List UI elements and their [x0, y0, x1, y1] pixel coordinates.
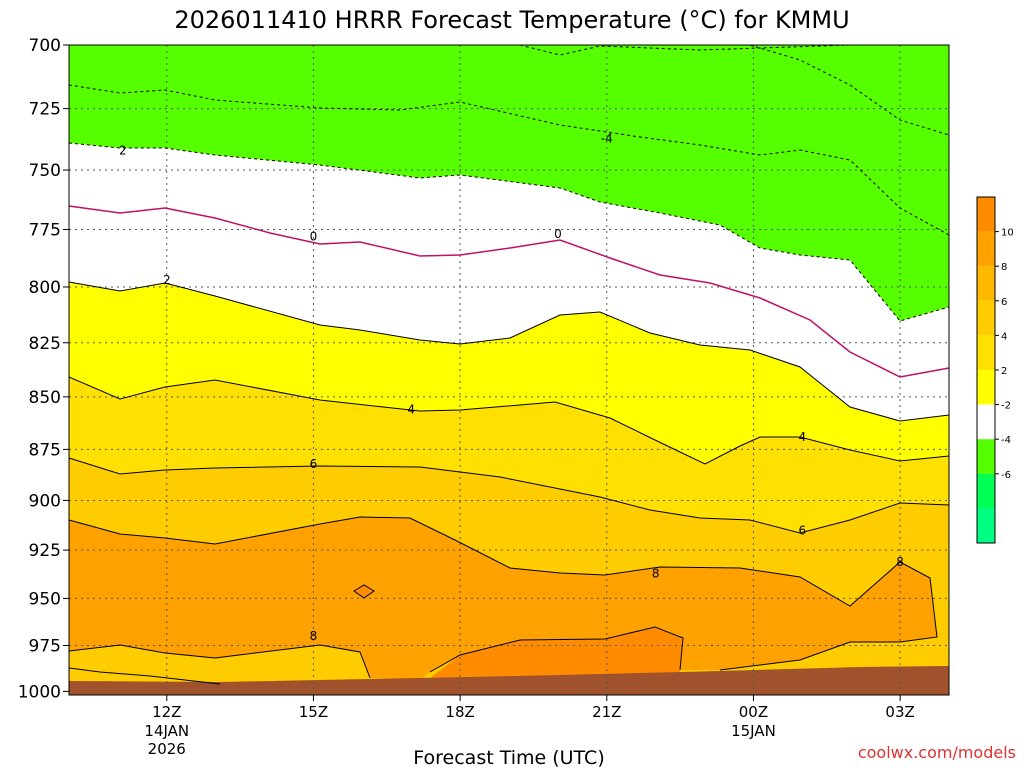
y-tick-label: 1000: [18, 682, 61, 702]
colorbar-segment: [977, 439, 995, 474]
colorbar-tick-label: -6: [1001, 470, 1011, 481]
x-tick-label: 12Z: [152, 703, 181, 721]
ground-surface: [69, 666, 949, 695]
colorbar-segment: [977, 231, 995, 267]
y-tick-label: 850: [29, 388, 61, 408]
contour-labels: 2 -4 0 0 2 4 4 6 6 8 8 8: [119, 131, 904, 643]
colorbar-tick-label: -4: [1001, 435, 1011, 446]
colorbar-tick-label: 10: [1001, 228, 1014, 239]
colorbar-segment: [977, 300, 995, 336]
band-8-to-10: [69, 517, 937, 680]
band-minus4-to-minus2: [69, 45, 949, 235]
colorbar-segment: [977, 508, 995, 543]
x-tick-label: 15Z: [299, 703, 328, 721]
y-tick-label: 925: [29, 541, 61, 561]
colorbar-tick-label: 2: [1001, 366, 1007, 377]
band-4-to-6: [69, 377, 949, 533]
band-0-to-2: [69, 143, 949, 421]
colorbar-tick-label: 6: [1001, 297, 1007, 308]
grid-lines: [69, 45, 949, 695]
x-axis-label: Forecast Time (UTC): [413, 747, 604, 768]
band-above-8-cell: [353, 584, 375, 599]
contour-label: 0: [310, 229, 318, 243]
contour-minus4-upper: [749, 44, 950, 136]
y-axis: 700 725 750 775 800 825 850 875 900 925 950 975 1000: [18, 36, 69, 702]
y-tick-label: 975: [29, 636, 61, 656]
colorbar-segment: [977, 266, 995, 301]
y-tick-label: 875: [29, 440, 61, 460]
band-2-to-4: [69, 282, 949, 464]
x-tick-date: 15JAN: [731, 722, 776, 740]
colorbar-tick-label: 4: [1001, 331, 1007, 342]
y-tick-label: 725: [29, 100, 61, 120]
contour-label: -4: [601, 131, 613, 145]
contour-4: [68, 376, 950, 465]
contour-2: [68, 281, 950, 422]
x-tick-label: 21Z: [592, 703, 621, 721]
colorbar-segment: [977, 335, 995, 370]
chart-title: 2026011410 HRRR Forecast Temperature (°C…: [174, 6, 849, 34]
contour-label: 2: [119, 144, 127, 158]
colorbar-segment: [977, 404, 995, 440]
x-tick-label: 03Z: [885, 703, 914, 721]
y-tick-label: 750: [29, 161, 61, 181]
y-tick-label: 825: [29, 334, 61, 354]
x-tick-label: 00Z: [739, 703, 768, 721]
contour-lines: [68, 44, 950, 685]
contour-8-lower: [68, 644, 371, 679]
y-tick-label: 950: [29, 589, 61, 609]
x-tick-year: 2026: [148, 740, 186, 758]
x-tick-date: 14JAN: [144, 722, 189, 740]
x-tick-label: 18Z: [445, 703, 474, 721]
colorbar-segment: [977, 197, 995, 232]
contour-6-lower: [68, 667, 221, 685]
y-tick-label: 700: [29, 36, 61, 56]
y-tick-label: 900: [29, 491, 61, 511]
colorbar-tick-label: -2: [1001, 401, 1011, 412]
contour-label: 4: [799, 430, 807, 444]
contour-label: 6: [799, 523, 807, 537]
contour-label: 6: [310, 457, 318, 471]
contour-label: 2: [163, 273, 171, 287]
credit-text: coolwx.com/models: [858, 743, 1016, 762]
contour-8: [68, 516, 938, 671]
band-6-to-8-lower: [69, 645, 370, 684]
plot-area: 2 -4 0 0 2 4 4 6 6 8 8 8: [68, 44, 950, 696]
contour-label: 8: [652, 566, 660, 580]
colorbar-tick-label: 8: [1001, 262, 1007, 273]
contour-10: [429, 626, 684, 673]
band-minus2-to-0-green: [69, 85, 949, 321]
y-tick-label: 800: [29, 278, 61, 298]
colorbar-segment: [977, 473, 995, 509]
contour-label: 0: [554, 227, 562, 241]
colorbar: 10 8 6 4 2 -2 -4 -6: [976, 196, 1014, 544]
y-tick-label: 775: [29, 220, 61, 240]
contour-6: [68, 457, 950, 534]
contour-label: 8: [896, 555, 904, 569]
plot-frame: [68, 44, 950, 696]
band-above-10: [430, 627, 683, 680]
contour-0: [68, 205, 950, 378]
contour-minus2: [68, 142, 950, 322]
colorbar-segment: [977, 370, 995, 405]
contour-label: 4: [407, 403, 415, 417]
contour-label: 8: [310, 629, 318, 643]
